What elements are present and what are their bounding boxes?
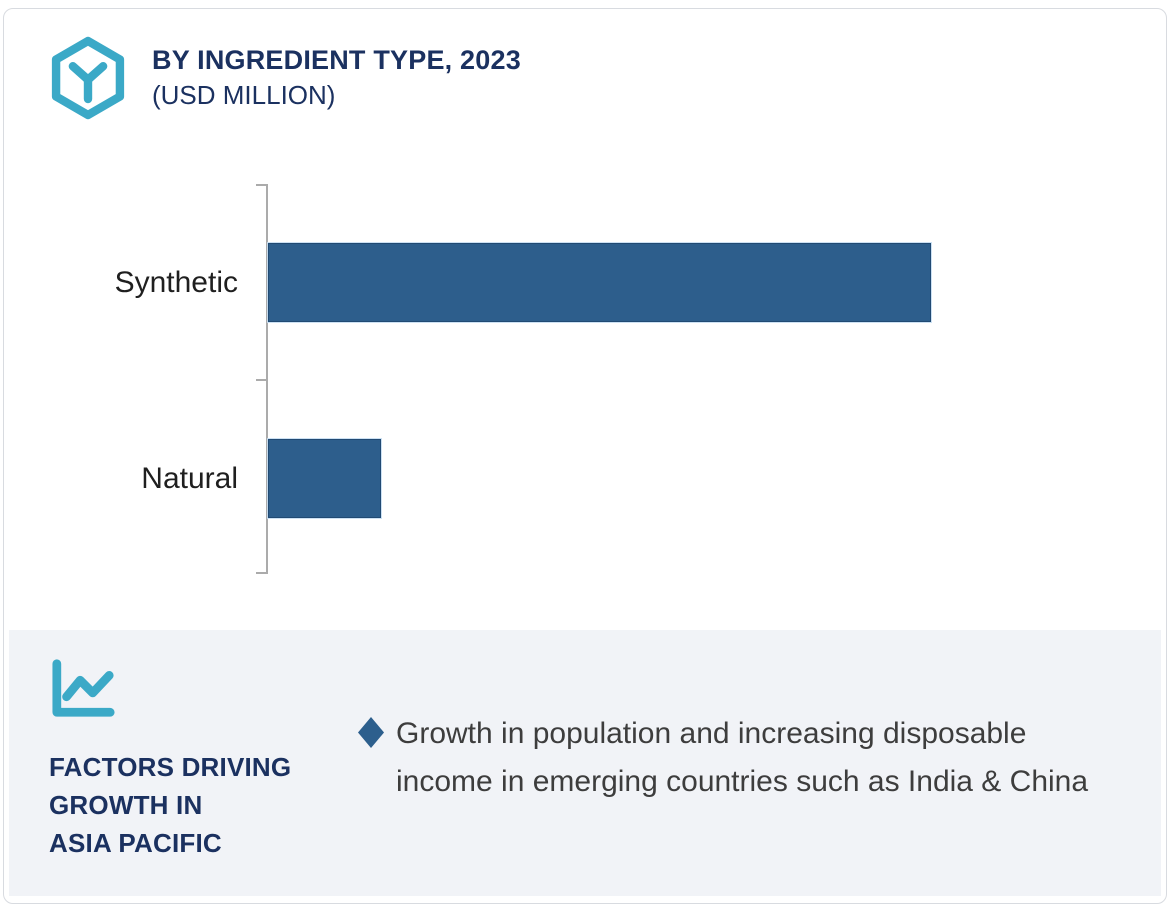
axis-tick-top xyxy=(256,184,267,186)
axis-tick-bottom xyxy=(256,572,267,574)
factors-heading-line: GROWTH IN xyxy=(49,790,203,820)
figure-card: BY INGREDIENT TYPE, 2023 (USD MILLION) S… xyxy=(3,8,1167,904)
category-label-synthetic: Synthetic xyxy=(114,266,238,299)
figure-title: BY INGREDIENT TYPE, 2023 xyxy=(152,45,521,75)
figure-header: BY INGREDIENT TYPE, 2023 (USD MILLION) xyxy=(46,36,521,120)
bar-synthetic xyxy=(268,243,931,322)
figure-subtitle: (USD MILLION) xyxy=(152,80,336,110)
category-label-natural: Natural xyxy=(141,462,238,495)
factors-heading-line: FACTORS DRIVING xyxy=(49,752,292,782)
hexagon-cube-icon xyxy=(51,36,125,120)
line-chart-icon xyxy=(52,659,115,717)
diamond-bullet-icon xyxy=(358,717,384,748)
factors-panel: FACTORS DRIVING GROWTH IN ASIA PACIFIC G… xyxy=(9,630,1161,896)
bar-natural xyxy=(268,439,381,518)
factor-bullet-text: Growth in population and increasing disp… xyxy=(396,717,1089,798)
factors-heading: FACTORS DRIVING GROWTH IN ASIA PACIFIC xyxy=(49,748,291,862)
bar-chart: Synthetic Natural xyxy=(4,9,1166,903)
factor-bullet-item: Growth in population and increasing disp… xyxy=(358,710,1102,806)
figure-title-block: BY INGREDIENT TYPE, 2023 (USD MILLION) xyxy=(152,36,521,112)
category-axis-line xyxy=(266,184,268,574)
axis-tick-middle xyxy=(256,379,267,381)
factors-heading-line: ASIA PACIFIC xyxy=(49,828,222,858)
